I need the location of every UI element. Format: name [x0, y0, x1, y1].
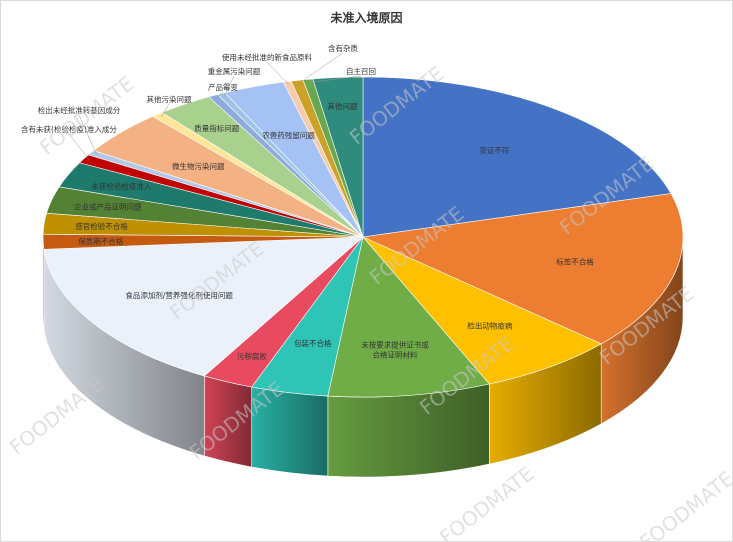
watermark-9: FOODMATE — [435, 461, 539, 541]
slice-label-3: 未按要求提供证书或合格证明材料 — [361, 340, 429, 360]
chart-title: 未准入境原因 — [330, 11, 403, 25]
pie-slice-3[interactable] — [327, 236, 490, 398]
watermark-7: FOODMATE — [5, 371, 109, 459]
slice-label-6: 食品添加剂/营养强化剂使用问题 — [125, 290, 233, 300]
slice-label-1: 标签不合格 — [556, 257, 594, 267]
watermark-10: FOODMATE — [635, 466, 732, 541]
slice-label-10: 未获检验检疫准入 — [91, 181, 151, 191]
slice-label-9: 企业或产品证明问题 — [74, 202, 142, 212]
slice-label-7: 保质期不合格 — [78, 236, 123, 246]
leader-line-16 — [215, 91, 224, 99]
slice-label-18: 农兽药残留问题 — [262, 130, 315, 140]
slice-label-20: 含有杂质 — [328, 43, 358, 53]
pie-slice-1[interactable] — [361, 193, 684, 345]
leader-line-11 — [68, 133, 90, 161]
leader-line-20 — [298, 52, 344, 84]
slice-label-21: 自主召回 — [346, 66, 376, 76]
slice-label-17: 重金属污染问题 — [208, 66, 261, 76]
leader-line-19 — [266, 61, 289, 85]
slice-label-12: 检出未经批准转基因成分 — [38, 105, 121, 115]
slice-label-11: 含有未获(检验检疫)准入成分 — [21, 124, 117, 134]
slice-label-19: 使用未经批准的新食品原料 — [222, 52, 312, 62]
pie-top — [42, 76, 684, 398]
pie-side-7 — [42, 236, 45, 330]
slice-label-4: 包装不合格 — [294, 338, 332, 348]
leader-line-17 — [223, 75, 235, 97]
pie-slice-22[interactable] — [312, 76, 364, 238]
slice-label-16: 产品霉变 — [208, 82, 238, 92]
pie-slice-0[interactable] — [362, 76, 672, 238]
pie-side-walls — [42, 236, 684, 478]
pie-slice-6[interactable] — [43, 236, 364, 377]
leader-line-21 — [308, 75, 362, 83]
slice-label-8: 感官检验不合格 — [75, 221, 128, 231]
slice-label-2: 检出动物疫病 — [467, 320, 512, 330]
slice-label-0: 货证不符 — [479, 145, 509, 155]
slice-label-13: 微生物污染问题 — [172, 161, 225, 171]
pie-side-3 — [327, 383, 490, 478]
slice-label-5: 污秽腐败 — [237, 351, 267, 361]
leader-line-12 — [78, 114, 97, 155]
leader-line-14 — [161, 103, 170, 118]
slice-label-22: 其他问题 — [327, 101, 357, 111]
slice-label-15: 质量指标问题 — [194, 123, 239, 133]
slice-label-14: 其他污染问题 — [147, 94, 192, 104]
pie-slice-2[interactable] — [362, 236, 602, 385]
